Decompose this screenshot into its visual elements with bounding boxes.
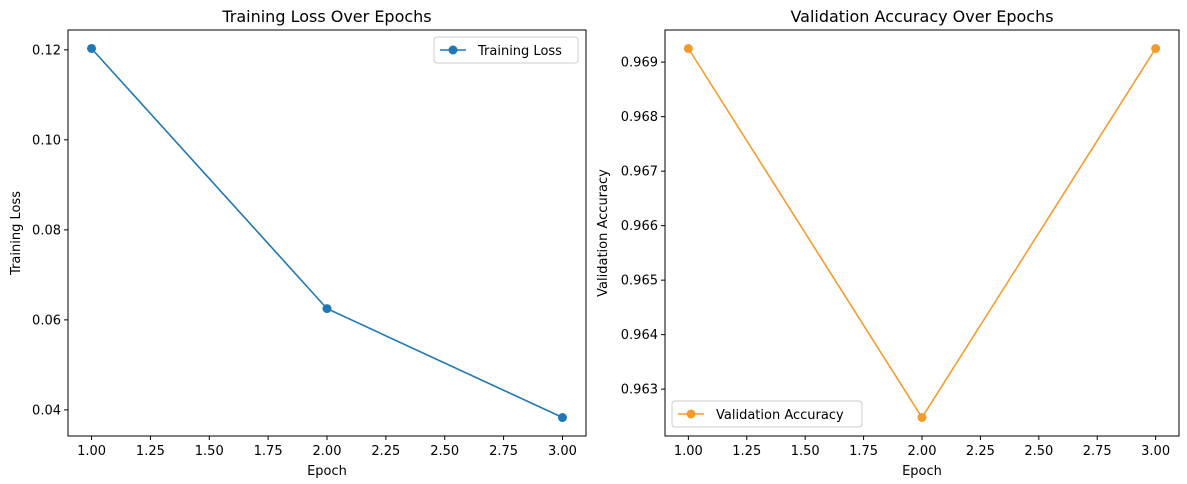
chart-title: Validation Accuracy Over Epochs: [790, 7, 1053, 26]
data-point: [557, 413, 567, 423]
series-line: [90, 47, 563, 419]
plot-area-frame: [664, 29, 1180, 437]
x-tick-label: 1.75: [254, 444, 283, 459]
series-layer: [683, 44, 1161, 422]
legend-marker: [448, 45, 458, 55]
data-point: [322, 304, 332, 314]
x-tick-label: 3.00: [1141, 444, 1170, 459]
plot-area-frame: [67, 29, 587, 437]
legend-label: Training Loss: [477, 44, 562, 59]
x-tick-label: 1.75: [849, 444, 878, 459]
x-tick-label: 1.00: [674, 444, 703, 459]
legend-box: [671, 400, 863, 428]
x-tick-label: 2.75: [489, 444, 518, 459]
data-point: [917, 412, 927, 422]
y-tick-label: 0.12: [32, 43, 61, 58]
x-tick-label: 1.00: [77, 444, 106, 459]
x-tick-label: 2.25: [371, 444, 400, 459]
y-tick-label: 0.963: [621, 383, 658, 398]
legend: Training Loss: [433, 36, 579, 64]
y-tick-label: 0.964: [621, 328, 658, 343]
y-axis-label: Validation Accuracy: [596, 169, 611, 297]
chart-title: Training Loss Over Epochs: [221, 7, 431, 26]
axis-ticks: 1.00 1.25 1.50 1.75 2.00 2.25 2.50 2.75 3.00 0.96…: [621, 56, 1170, 459]
x-tick-label: 1.25: [732, 444, 761, 459]
series-layer: [87, 43, 567, 423]
y-tick-label: 0.967: [621, 165, 658, 180]
y-tick-label: 0.04: [32, 403, 61, 418]
x-tick-label: 2.50: [430, 444, 459, 459]
x-tick-label: 2.00: [313, 444, 342, 459]
legend: Validation Accuracy: [671, 400, 863, 428]
y-tick-label: 0.969: [621, 56, 658, 71]
y-tick-label: 0.08: [32, 223, 61, 238]
legend-marker: [686, 409, 696, 419]
y-tick-label: 0.966: [621, 219, 658, 234]
x-tick-label: 2.25: [966, 444, 995, 459]
x-tick-label: 3.00: [548, 444, 577, 459]
y-tick-label: 0.968: [621, 110, 658, 125]
x-tick-label: 1.50: [791, 444, 820, 459]
training-loss-chart: Training Loss Over Epochs Epoch Training…: [9, 7, 587, 479]
x-tick-label: 2.75: [1083, 444, 1112, 459]
data-point: [87, 43, 97, 53]
data-point: [1151, 44, 1161, 54]
series-line: [687, 48, 1157, 419]
x-tick-label: 2.50: [1024, 444, 1053, 459]
y-tick-label: 0.10: [32, 133, 61, 148]
data-point: [683, 44, 693, 54]
legend-label: Validation Accuracy: [716, 408, 844, 423]
axis-ticks: 1.00 1.25 1.50 1.75 2.00 2.25 2.50 2.75 3.00 0.04…: [32, 43, 577, 459]
x-tick-label: 1.25: [136, 444, 165, 459]
y-tick-label: 0.965: [621, 274, 658, 289]
x-axis-label: Epoch: [902, 464, 942, 479]
x-axis-label: Epoch: [307, 464, 347, 479]
validation-accuracy-chart: Validation Accuracy Over Epochs Epoch Va…: [596, 7, 1180, 479]
x-tick-label: 2.00: [908, 444, 937, 459]
y-axis-label: Training Loss: [9, 191, 24, 276]
y-tick-label: 0.06: [32, 313, 61, 328]
x-tick-label: 1.50: [195, 444, 224, 459]
legend-box: [433, 36, 579, 64]
